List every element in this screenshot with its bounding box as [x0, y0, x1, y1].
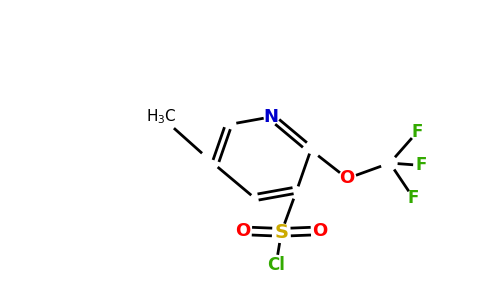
Text: O: O	[313, 222, 328, 240]
Text: H$_3$C: H$_3$C	[146, 107, 177, 126]
Text: N: N	[264, 108, 279, 126]
Text: F: F	[408, 189, 419, 207]
Text: F: F	[411, 123, 423, 141]
Text: F: F	[415, 156, 426, 174]
Text: O: O	[340, 169, 355, 188]
Text: Cl: Cl	[267, 256, 285, 274]
Text: O: O	[235, 222, 250, 240]
Text: S: S	[274, 223, 288, 242]
